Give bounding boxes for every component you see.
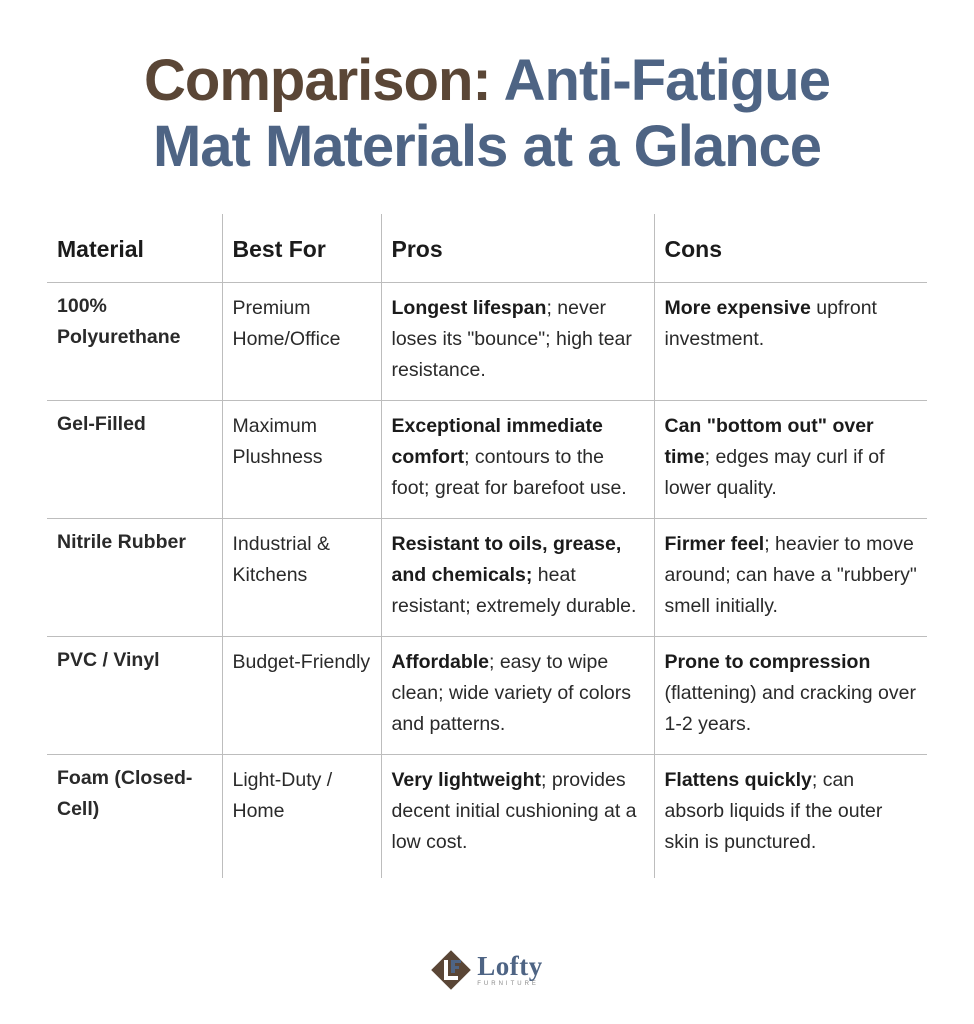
- pros-cell: Exceptional immediate comfort; contours …: [380, 400, 654, 519]
- pros-highlight: Longest lifespan: [391, 297, 547, 319]
- cons-highlight: Can "bottom out" over time: [664, 415, 874, 468]
- material-cell: PVC / Vinyl: [57, 649, 160, 671]
- brand-name: Lofty: [477, 951, 543, 981]
- pros-cell: Affordable; easy to wipe clean; wide var…: [380, 636, 654, 755]
- table-header-row: Material Best For Pros Cons: [47, 214, 927, 283]
- pros-text: ; never loses its "bounce"; high tear re…: [391, 297, 632, 381]
- pros-highlight: Resistant to oils, grease, and chemicals…: [391, 533, 622, 586]
- lofty-monogram-icon: [431, 950, 472, 990]
- title-line-2: Mat Materials at a Glance: [152, 114, 822, 179]
- title-part-1: Comparison:: [144, 48, 492, 113]
- pros-text: ; contours to the foot; great for barefo…: [391, 446, 627, 499]
- best-for-cell: Budget-Friendly: [221, 636, 381, 755]
- header-material: Material: [57, 236, 144, 262]
- cons-text: ; heavier to move around; can have a "ru…: [664, 533, 917, 617]
- material-cell: Foam (Closed-Cell): [57, 767, 193, 820]
- pros-highlight: Affordable: [391, 651, 490, 673]
- cons-text: ; can absorb liquids if the outer skin i…: [664, 769, 883, 853]
- cons-cell: Prone to compression (flattening) and cr…: [653, 636, 927, 755]
- material-cell: Nitrile Rubber: [57, 531, 186, 553]
- pros-text: ; easy to wipe clean; wide variety of co…: [391, 651, 632, 735]
- header-pros: Pros: [380, 214, 654, 283]
- table-row: 100% Polyurethane Premium Home/Office Lo…: [47, 282, 927, 401]
- cons-text: ; edges may curl if of lower quality.: [664, 446, 885, 499]
- title-line-1: Comparison: Anti-Fatigue: [0, 48, 974, 114]
- best-for-cell: Premium Home/Office: [221, 282, 381, 401]
- header-best-for: Best For: [221, 214, 381, 283]
- best-for-cell: Maximum Plushness: [221, 400, 381, 519]
- table-row: Nitrile Rubber Industrial & Kitchens Res…: [47, 518, 927, 637]
- cons-cell: Firmer feel; heavier to move around; can…: [653, 518, 927, 637]
- best-for-cell: Light-Duty / Home: [221, 754, 381, 878]
- page-title: Comparison: Anti-Fatigue Mat Materials a…: [0, 48, 974, 180]
- pros-cell: Very lightweight; provides decent initia…: [380, 754, 654, 878]
- cons-text: upfront investment.: [664, 297, 877, 350]
- material-cell: Gel-Filled: [57, 413, 146, 435]
- comparison-table: Material Best For Pros Cons 100% Polyure…: [47, 214, 927, 878]
- pros-text: heat resistant; extremely durable.: [391, 564, 637, 617]
- cons-cell: More expensive upfront investment.: [653, 282, 927, 401]
- title-part-2: Anti-Fatigue: [503, 48, 831, 113]
- pros-text: ; provides decent initial cushioning at …: [391, 769, 637, 853]
- cons-highlight: Firmer feel: [664, 533, 765, 555]
- pros-highlight: Very lightweight: [391, 769, 542, 791]
- brand-subtitle: FURNITURE: [477, 981, 539, 987]
- cons-highlight: More expensive: [664, 297, 811, 319]
- table-row: Gel-Filled Maximum Plushness Exceptional…: [47, 400, 927, 519]
- header-cons: Cons: [653, 214, 927, 283]
- table-row: Foam (Closed-Cell) Light-Duty / Home Ver…: [47, 754, 927, 878]
- pros-cell: Longest lifespan; never loses its "bounc…: [380, 282, 654, 401]
- cons-highlight: Prone to compression: [664, 651, 871, 673]
- pros-cell: Resistant to oils, grease, and chemicals…: [380, 518, 654, 637]
- cons-cell: Flattens quickly; can absorb liquids if …: [653, 754, 927, 878]
- cons-text: (flattening) and cracking over 1-2 years…: [664, 682, 916, 735]
- table-row: PVC / Vinyl Budget-Friendly Affordable; …: [47, 636, 927, 755]
- brand-logo: Lofty FURNITURE: [0, 950, 974, 990]
- cons-cell: Can "bottom out" over time; edges may cu…: [653, 400, 927, 519]
- cons-highlight: Flattens quickly: [664, 769, 812, 791]
- pros-highlight: Exceptional immediate comfort: [391, 415, 603, 468]
- best-for-cell: Industrial & Kitchens: [221, 518, 381, 637]
- material-cell: 100% Polyurethane: [57, 295, 181, 348]
